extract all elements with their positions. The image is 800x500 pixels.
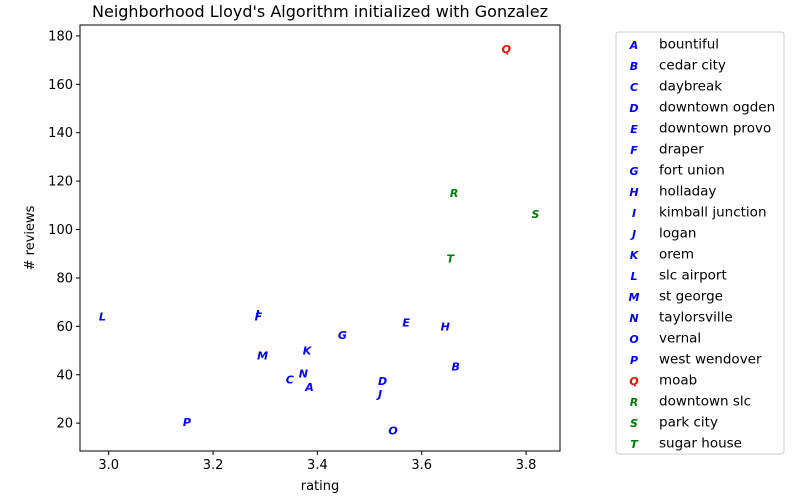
legend-marker: B [630, 60, 638, 73]
data-points: A B C D E F G H I J K L M N O P Q R S T [99, 43, 540, 437]
y-tick-label: 140 [48, 126, 73, 141]
legend-marker: K [630, 249, 640, 262]
y-tick-label: 180 [48, 29, 73, 44]
data-point-d: D [378, 375, 387, 388]
legend-label: park city [659, 415, 718, 431]
legend-label: cedar city [659, 58, 726, 74]
plot-area [79, 24, 561, 452]
data-point-p: P [183, 416, 191, 429]
legend-marker: I [632, 207, 636, 220]
legend-marker: N [629, 312, 638, 325]
legend-label: orem [659, 247, 694, 263]
legend-marker: A [629, 39, 639, 52]
legend-marker: T [630, 438, 639, 451]
data-point-j: J [376, 388, 382, 401]
data-point-b: B [451, 360, 459, 373]
y-tick-label: 40 [56, 368, 73, 383]
legend-marker: G [629, 165, 638, 178]
data-point-o: O [388, 424, 397, 437]
x-axis: 3.0 3.2 3.4 3.6 3.8 [98, 451, 536, 473]
legend-marker: R [630, 396, 638, 409]
legend-label: downtown slc [659, 394, 751, 410]
legend-marker: C [630, 81, 638, 94]
legend-label: holladay [659, 184, 716, 200]
y-tick-label: 60 [56, 320, 73, 335]
legend-marker: F [630, 144, 638, 157]
data-point-c: C [286, 374, 294, 387]
x-tick-label: 3.8 [516, 458, 537, 473]
legend-marker: S [630, 417, 638, 430]
legend-label: draper [659, 142, 704, 158]
y-tick-label: 100 [48, 223, 73, 238]
legend-marker: Q [629, 375, 638, 388]
y-tick-label: 120 [48, 175, 73, 190]
data-point-l: L [99, 311, 106, 324]
data-point-e: E [402, 317, 410, 330]
legend-label: moab [659, 373, 697, 389]
data-point-f: F [255, 311, 263, 324]
legend-box [615, 31, 785, 455]
y-axis: 20 40 60 80 100 120 140 160 180 [48, 29, 80, 432]
data-point-a: A [304, 381, 314, 394]
legend-marker: H [629, 186, 638, 199]
x-tick-label: 3.6 [411, 458, 432, 473]
y-tick-label: 20 [56, 417, 73, 432]
legend-marker: M [629, 291, 640, 304]
data-point-i: I [255, 308, 259, 321]
x-tick-label: 3.0 [98, 458, 119, 473]
chart-title: Neighborhood Lloyd's Algorithm initializ… [92, 2, 548, 21]
legend-marker: O [629, 333, 638, 346]
legend-marker: J [630, 228, 636, 241]
legend-label: logan [659, 226, 696, 242]
data-point-m: M [257, 349, 268, 362]
legend-label: west wendover [659, 352, 762, 368]
data-point-t: T [447, 253, 456, 266]
x-tick-label: 3.2 [203, 458, 224, 473]
legend-label: fort union [659, 163, 725, 179]
y-tick-label: 80 [56, 271, 73, 286]
y-axis-label: # reviews [23, 205, 38, 270]
legend-marker: P [630, 354, 638, 367]
legend-marker: E [630, 123, 638, 136]
data-point-r: R [450, 187, 458, 200]
legend-label: downtown ogden [659, 100, 775, 116]
data-point-n: N [299, 368, 308, 381]
data-point-k: K [303, 345, 313, 358]
legend-label: slc airport [659, 268, 727, 284]
legend-marker: L [630, 270, 637, 283]
legend-label: downtown provo [659, 121, 771, 137]
legend-label: kimball junction [659, 205, 767, 221]
data-point-g: G [338, 329, 347, 342]
x-tick-label: 3.4 [307, 458, 328, 473]
legend-label: taylorsville [659, 310, 733, 326]
legend-label: vernal [659, 331, 701, 347]
data-point-q: Q [502, 43, 511, 56]
legend-label: daybreak [659, 79, 722, 95]
x-axis-label: rating [301, 479, 340, 494]
data-point-s: S [532, 208, 540, 221]
legend-marker: D [629, 102, 638, 115]
legend-label: bountiful [659, 37, 719, 53]
y-tick-label: 160 [48, 78, 73, 93]
data-point-h: H [441, 320, 450, 333]
legend-label: sugar house [659, 436, 742, 452]
legend-label: st george [659, 289, 723, 305]
